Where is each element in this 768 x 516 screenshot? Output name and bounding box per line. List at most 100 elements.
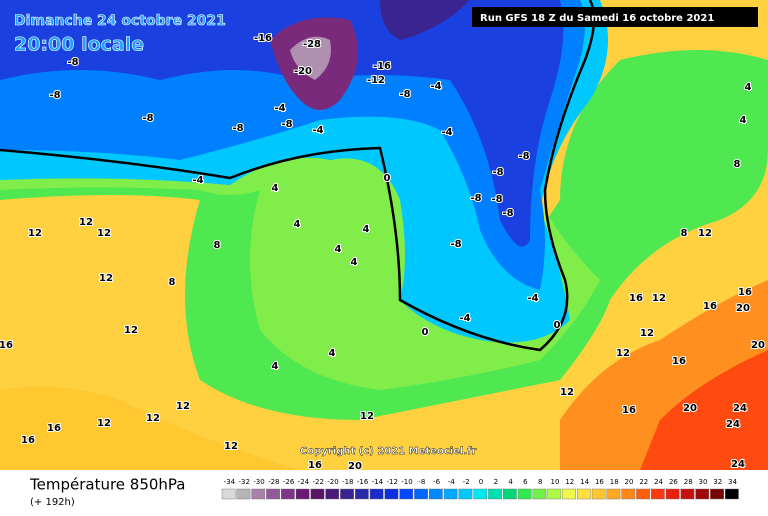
colorbar-label: 16 — [595, 478, 604, 486]
contour-label: 24 — [731, 459, 745, 470]
colorbar-label: -8 — [418, 478, 425, 486]
contour-label: -8 — [281, 119, 292, 130]
contour-label: 8 — [734, 159, 741, 170]
colorbar-label: 20 — [625, 478, 634, 486]
contour-label: -12 — [367, 75, 385, 86]
contour-label: 24 — [733, 403, 747, 414]
contour-label: 4 — [294, 219, 301, 230]
color-swatch — [310, 488, 325, 500]
contour-label: 16 — [629, 293, 643, 304]
colorbar: -34 -32 -30 -28 -26 -24 -22 -20 -18 -16 -14 -12 -10-… — [221, 478, 739, 500]
run-box — [472, 7, 758, 27]
contour-label: 4 — [272, 183, 279, 194]
copyright: Copyright (c) 2021 Meteociel.fr — [300, 446, 477, 457]
colorbar-label: -34 — [224, 478, 236, 486]
color-swatch — [266, 488, 280, 500]
contour-label: -4 — [459, 313, 470, 324]
contour-label: 12 — [698, 228, 712, 239]
color-swatch — [221, 488, 236, 500]
color-swatch — [458, 488, 473, 500]
contour-label: -8 — [399, 89, 410, 100]
contour-label: -8 — [450, 239, 461, 250]
colorbar-label: -12 — [386, 478, 397, 486]
colorbar-label: -18 — [342, 478, 353, 486]
contour-label: 16 — [21, 435, 35, 446]
color-swatch — [325, 488, 340, 500]
colorbar-label: -16 — [357, 478, 369, 486]
color-swatch — [636, 488, 650, 500]
colorbar-label: -28 — [268, 478, 279, 486]
colorbar-label: -6 — [433, 478, 441, 486]
contour-label: 4 — [740, 115, 747, 126]
contour-label: 12 — [79, 217, 93, 228]
color-swatch — [399, 488, 414, 500]
time: 20:00 locale — [14, 34, 144, 56]
contour-label: -4 — [430, 81, 441, 92]
contour-label: 12 — [97, 228, 111, 239]
color-swatch — [591, 488, 606, 500]
contour-label: 16 — [672, 356, 686, 367]
color-swatch — [281, 488, 295, 500]
variable: Température 850hPa — [29, 476, 186, 494]
color-swatch — [503, 488, 517, 500]
color-swatch — [547, 488, 562, 500]
colorbar-label: 8 — [538, 478, 542, 486]
color-swatch — [251, 488, 266, 500]
contour-label: -4 — [441, 127, 452, 138]
contour-label: -20 — [294, 66, 312, 77]
color-swatch — [443, 488, 458, 500]
color-swatch — [384, 488, 399, 500]
colorbar-label: 28 — [684, 478, 693, 486]
contour-label: 4 — [272, 361, 279, 372]
colorbar-label: -10 — [401, 478, 412, 486]
contour-label: 16 — [47, 423, 61, 434]
contour-label: 12 — [99, 273, 113, 284]
contour-label: 12 — [560, 387, 574, 398]
colorbar-label: 22 — [639, 478, 648, 486]
date: Dimanche 24 octobre 2021 — [14, 13, 226, 29]
contour-label: 8 — [681, 228, 688, 239]
contour-label: 24 — [726, 419, 740, 430]
colorbar-label: -4 — [448, 478, 456, 486]
color-swatch — [429, 488, 443, 500]
contour-label: 12 — [124, 325, 138, 336]
contour-label: 16 — [622, 405, 636, 416]
colorbar-label: 18 — [610, 478, 619, 486]
temperature-field — [0, 0, 768, 470]
colorbar-label: 34 — [728, 478, 737, 486]
colorbar-label: -2 — [463, 478, 470, 486]
contour-label: 12 — [176, 401, 190, 412]
contour-label: 4 — [363, 224, 370, 235]
color-swatch — [577, 488, 591, 500]
colorbar-label: -20 — [327, 478, 338, 486]
contour-label: 16 — [738, 287, 752, 298]
contour-label: 16 — [0, 340, 13, 351]
colorbar-label: 30 — [699, 478, 708, 486]
colorbar-label: 10 — [551, 478, 560, 486]
contour-label: 12 — [640, 328, 654, 339]
contour-label: 0 — [384, 173, 391, 184]
contour-label: -8 — [470, 193, 481, 204]
contour-label: 0 — [422, 327, 429, 338]
color-swatch — [532, 488, 547, 500]
color-swatch — [725, 488, 739, 500]
contour-label: -4 — [312, 125, 323, 136]
color-swatch — [488, 488, 502, 500]
color-swatch — [414, 488, 428, 500]
contour-label: 12 — [360, 411, 374, 422]
colorbar-label: 4 — [508, 478, 513, 486]
colorbar-label: 6 — [523, 478, 528, 486]
contour-label: 12 — [146, 413, 160, 424]
colorbar-label: 24 — [654, 478, 663, 486]
colorbar-label: 12 — [565, 478, 574, 486]
contour-label: 12 — [652, 293, 666, 304]
color-swatch — [517, 488, 532, 500]
colorbar-label: -26 — [283, 478, 295, 486]
contour-label: -8 — [502, 208, 513, 219]
color-swatch — [236, 488, 251, 500]
color-swatch — [340, 488, 354, 500]
colorbar-label: 14 — [580, 478, 589, 486]
contour-label: 8 — [169, 277, 176, 288]
